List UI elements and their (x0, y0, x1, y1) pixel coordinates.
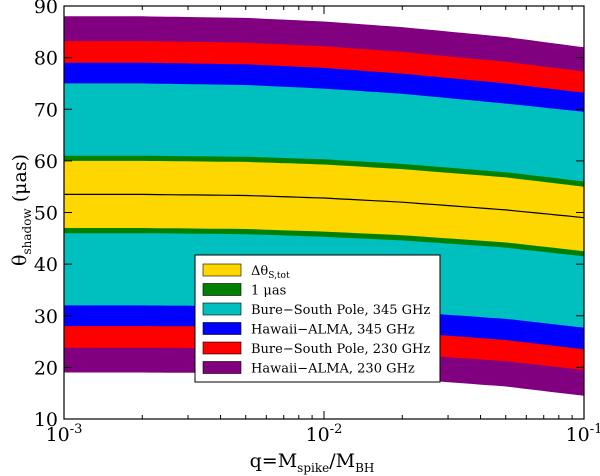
plot-frame (63, 5, 585, 420)
y-tick-label: 40 (34, 254, 58, 276)
x-axis-label: q=Mspike/MBH (250, 450, 375, 475)
legend-label: Hawaii−ALMA, 230 GHz (251, 362, 415, 377)
band-layer (64, 16, 585, 396)
legend: ΔθS,tot 1 μas Bure−South Pole, 345 GHz Hawa… (194, 254, 441, 383)
legend-swatch (202, 263, 242, 277)
legend-swatch (202, 302, 242, 316)
legend-swatch (202, 283, 242, 296)
tick-layer: 10 20 30 40 50 60 70 80 90 10-3 10-2 10-1 (34, 0, 600, 446)
y-axis-label: θshadow (μas) (9, 154, 34, 266)
y-tick-label: 70 (34, 99, 58, 121)
y-tick-label: 20 (34, 357, 58, 379)
y-tick-label: 90 (34, 0, 58, 18)
y-tick-label: 10 (34, 409, 58, 431)
x-tick-label: 10-3 (46, 422, 83, 446)
central-line (64, 193, 585, 219)
legend-swatch (202, 322, 242, 335)
legend-label: ΔθS,tot (251, 264, 290, 281)
legend-label: 1 μas (251, 284, 286, 299)
y-tick-label: 30 (34, 306, 58, 328)
x-tick-label: 10-2 (306, 422, 343, 446)
band-s-tot (64, 160, 584, 252)
y-tick-label: 60 (34, 151, 58, 173)
y-tick-label: 50 (34, 203, 58, 225)
x-tick-label: 10-1 (566, 422, 600, 446)
legend-label: Bure−South Pole, 230 GHz (251, 342, 430, 357)
y-tick-label: 80 (34, 48, 58, 70)
legend-swatch (202, 361, 242, 374)
legend-label: Hawaii−ALMA, 345 GHz (251, 323, 415, 338)
legend-swatch (202, 341, 242, 355)
legend-label: Bure−South Pole, 345 GHz (251, 303, 430, 318)
